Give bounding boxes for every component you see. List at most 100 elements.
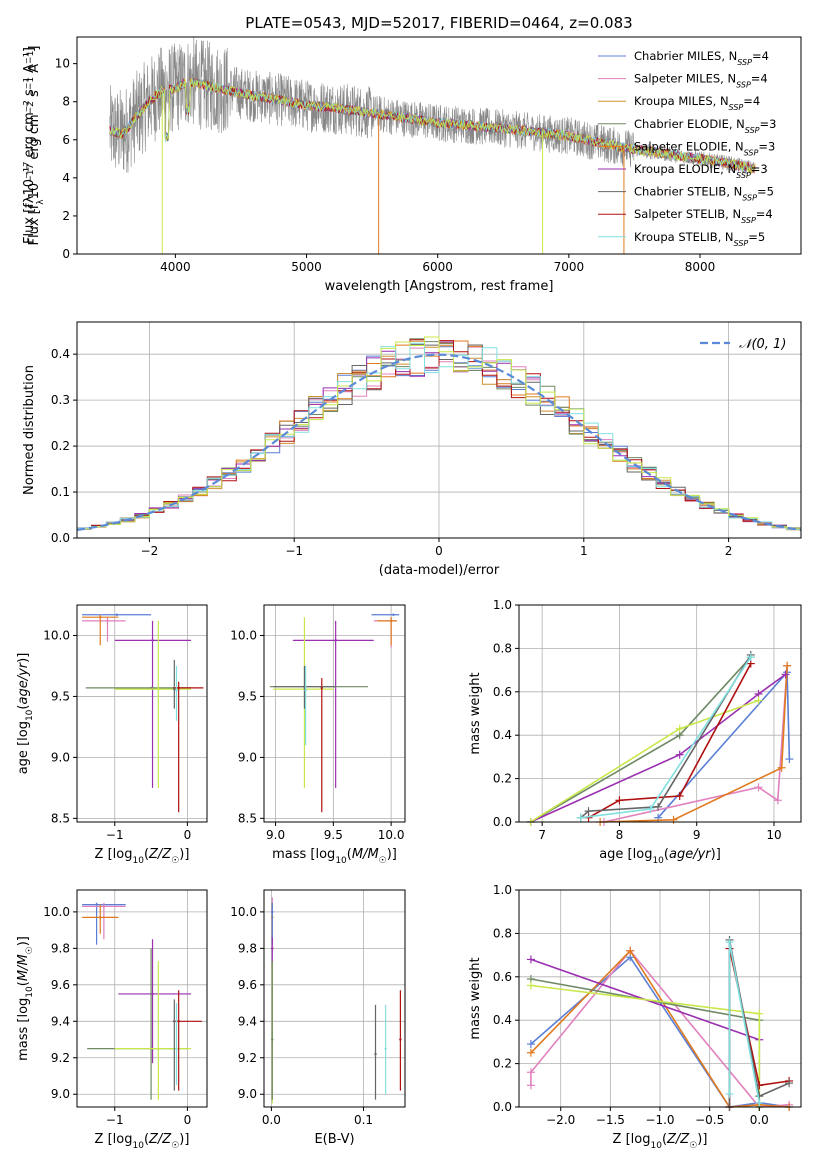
y-tick-label: 8.5	[238, 811, 257, 825]
y-tick-label: 0.3	[51, 393, 70, 407]
age-vs-mass-panel: 9.0 9.5 10.0 8.5 9.0 9.5 10.0 mass [log10(M/M☉)…	[230, 604, 406, 866]
data-point	[526, 1068, 535, 1077]
data-point	[754, 696, 763, 705]
y-tick-label: 0.1	[51, 485, 70, 499]
y-axis-label: mass weight	[468, 672, 483, 754]
y-tick-label: 9.5	[51, 689, 70, 703]
data-point	[399, 1038, 402, 1041]
x-tick-label: 5000	[291, 260, 322, 274]
data-point	[95, 903, 98, 906]
x-tick-label: 7000	[554, 260, 585, 274]
data-point	[384, 1047, 387, 1050]
y-axis-label: Flux [fλ10−17 erg cm−2 s−1 A−1]	[26, 46, 46, 246]
y-tick-label: 10.0	[230, 628, 257, 642]
data-point	[271, 1038, 274, 1041]
x-tick-label: 0.0	[262, 1113, 281, 1127]
series-line	[530, 699, 759, 823]
y-axis-label: age [log10(age/yr)]	[16, 653, 35, 775]
x-tick-label: 6000	[422, 260, 453, 274]
mass-vs-Z-panel: −1 0 9.0 9.2 9.4 9.6 9.8 10.0 Z [log10(Z/Z☉)] mas…	[16, 889, 208, 1151]
y-axis-label: Flux [fλ10⁻¹⁷ erg cm⁻² s⁻¹ A⁻¹]	[22, 47, 37, 244]
legend-entry: Kroupa ELODIE, NSSP=3	[634, 162, 768, 180]
x-tick-label: −1	[106, 1113, 124, 1127]
data-point	[157, 1047, 160, 1050]
x-tick-label: 0	[184, 1113, 192, 1127]
data-point	[271, 910, 274, 914]
x-tick-label: 2	[725, 544, 733, 558]
x-tick-label: −0.5	[695, 1113, 724, 1127]
spectrum-panel: PLATE=0543, MJD=52017, FIBERID=0464, z=0…	[22, 14, 802, 294]
data-point	[783, 661, 792, 670]
axes-frame	[263, 604, 406, 823]
data-point	[149, 686, 153, 690]
y-tick-label: 9.4	[238, 1014, 257, 1028]
data-point	[99, 615, 102, 619]
y-tick-label: 0.0	[493, 1100, 512, 1114]
y-tick-label: 0.4	[493, 728, 512, 742]
legend-entry: Chabrier MILES, NSSP=4	[634, 49, 769, 67]
axes-frame	[76, 604, 208, 823]
data-point	[526, 981, 535, 990]
x-axis-label: (data-model)/error	[379, 563, 500, 578]
data-point	[785, 1079, 794, 1088]
y-tick-label: 9.0	[238, 1087, 257, 1101]
x-axis-label: mass [log10(M/M☉)]	[272, 847, 397, 866]
y-tick-label: 10.0	[230, 905, 257, 919]
data-point	[669, 815, 678, 824]
mass-vs-EBV-panel: 0.0 0.1 9.0 9.2 9.4 9.6 9.8 10.0 E(B-V)	[230, 889, 406, 1147]
y-tick-label: 9.0	[51, 1087, 70, 1101]
y-tick-label: 8.5	[51, 811, 70, 825]
x-tick-label: 0.0	[750, 1113, 769, 1127]
series-line	[580, 654, 752, 819]
axes-frame	[76, 889, 208, 1108]
y-tick-label: 9.8	[51, 941, 70, 955]
y-tick-label: 9.0	[51, 750, 70, 764]
x-tick-label: 7	[538, 828, 546, 842]
x-tick-label: 1	[580, 544, 588, 558]
y-tick-label: 0	[62, 247, 70, 261]
y-tick-label: 0.8	[493, 641, 512, 655]
x-tick-label: 8000	[685, 260, 716, 274]
data-point	[755, 1098, 764, 1107]
data-point	[151, 992, 154, 996]
data-point	[115, 613, 119, 616]
x-tick-label: −1	[106, 828, 124, 842]
data-point	[781, 670, 790, 679]
data-point	[654, 802, 663, 811]
y-tick-label: 0.2	[51, 439, 70, 453]
y-tick-label: 0.8	[493, 926, 512, 940]
x-axis-label: age [log10(age/yr)]	[599, 847, 721, 866]
normal-curve	[77, 353, 801, 531]
data-point	[777, 763, 786, 772]
y-tick-label: 9.0	[238, 750, 257, 764]
data-point	[626, 946, 635, 955]
y-tick-label: 9.4	[51, 1014, 70, 1028]
x-tick-label: −1	[285, 544, 303, 558]
series-line	[728, 941, 761, 1103]
x-axis-label: E(B-V)	[314, 1132, 354, 1147]
y-tick-label: 9.5	[238, 689, 257, 703]
y-axis-label: mass [log10(M/M☉)]	[16, 936, 35, 1061]
series-line	[603, 665, 788, 823]
axes-frame	[76, 36, 802, 255]
data-point	[175, 1047, 178, 1050]
mass-weight-vs-age-panel: 7 8 9 10 0.0 0.2 0.4 0.6 0.8 1.0 age [log10(age/yr…	[468, 598, 802, 866]
y-tick-label: 0.2	[493, 1057, 512, 1071]
y-tick-label: 9.6	[238, 978, 257, 992]
data-point	[173, 687, 176, 691]
series-line	[530, 978, 761, 1107]
legend: Chabrier MILES, NSSP=4 Salpeter MILES, NS…	[598, 49, 776, 247]
y-tick-label: 0.2	[493, 772, 512, 786]
x-axis-label: wavelength [Angstrom, rest frame]	[325, 279, 554, 294]
series-line	[530, 984, 761, 1107]
legend-entry: Kroupa MILES, NSSP=4	[634, 94, 760, 112]
y-tick-label: 1.0	[493, 598, 512, 612]
data-point	[177, 686, 180, 690]
age-vs-Z-panel: −1 0 8.5 9.0 9.5 10.0 Z [log10(Z/Z☉)] age [log1…	[16, 604, 208, 866]
y-axis-label: mass weight	[468, 957, 483, 1039]
legend-entry: Salpeter MILES, NSSP=4	[634, 72, 768, 90]
y-tick-label: 4	[62, 171, 70, 185]
series-line	[530, 673, 786, 823]
x-tick-label: 0	[184, 828, 192, 842]
data-point	[584, 807, 593, 816]
